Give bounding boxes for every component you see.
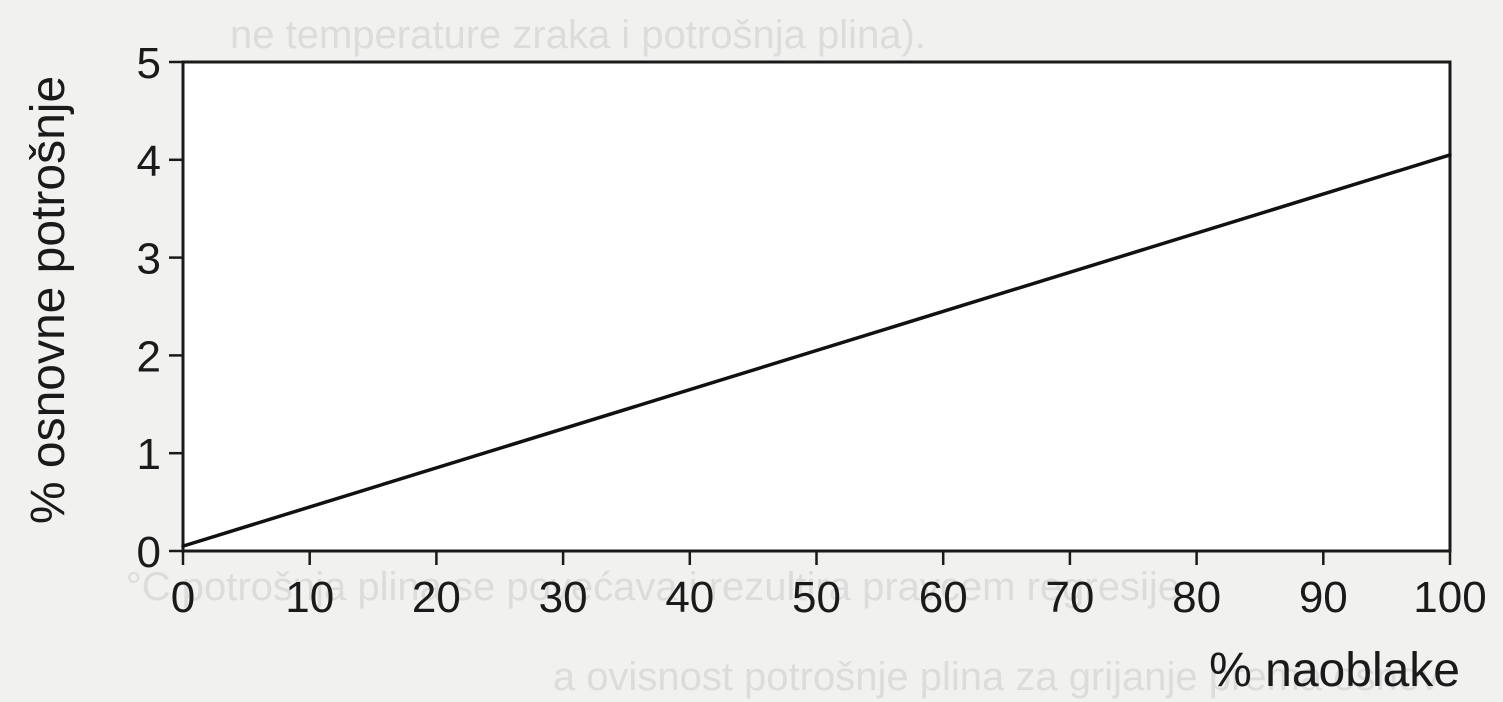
y-tick-label: 4: [137, 137, 161, 186]
plot-area: [181, 60, 1452, 553]
x-tick-label: 10: [285, 573, 334, 622]
y-tick-label: 5: [137, 39, 161, 88]
x-tick-label: 0: [171, 573, 195, 622]
x-tick-label: 80: [1172, 573, 1221, 622]
x-tick-label: 40: [665, 573, 714, 622]
bleed-line: ne temperature zraka i potrošnja plina).: [230, 13, 926, 57]
x-tick-label: 100: [1413, 573, 1486, 622]
y-tick-label: 1: [137, 430, 161, 479]
x-tick-label: 50: [792, 573, 841, 622]
x-tick-label: 90: [1299, 573, 1348, 622]
x-tick-label: 30: [539, 573, 588, 622]
y-axis-title: % osnovne potrošnje: [22, 76, 75, 524]
y-tick-label: 2: [137, 332, 161, 381]
y-tick-label: 3: [137, 235, 161, 284]
x-tick-label: 70: [1045, 573, 1094, 622]
x-tick-label: 20: [412, 573, 461, 622]
x-axis-title: % naoblake: [1209, 644, 1460, 697]
series-line: [181, 153, 1452, 548]
bleed-line: a ovisnost potrošnje plina za grijanje p…: [553, 655, 1440, 699]
y-tick-label: 0: [137, 528, 161, 577]
x-tick-label: 60: [919, 573, 968, 622]
bleed-line: °C potrošnja plina se povećava i rezulti…: [126, 565, 1180, 609]
